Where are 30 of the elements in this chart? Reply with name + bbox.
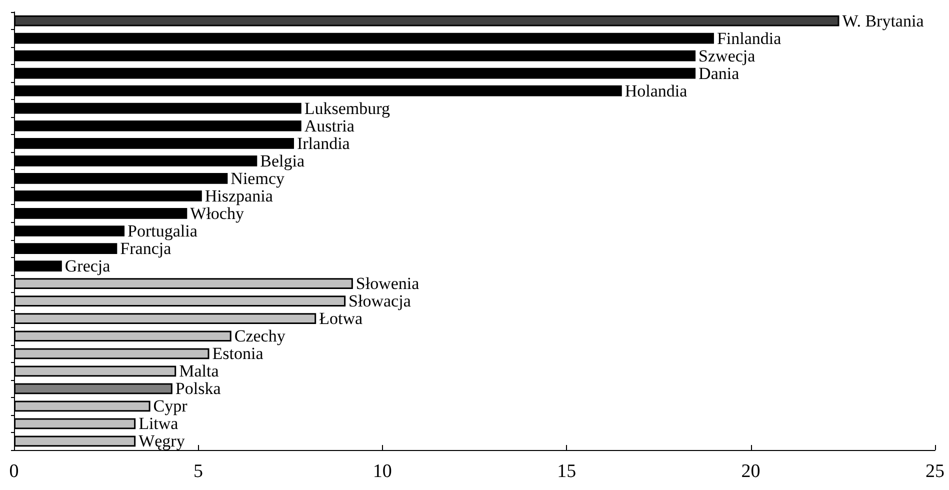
y-tick-label: Łotwa bbox=[319, 309, 363, 328]
y-tick-label: Polska bbox=[175, 379, 222, 398]
y-tick-label: Grecja bbox=[64, 256, 111, 276]
x-tick-label: 15 bbox=[557, 461, 576, 482]
y-tick-label: Dania bbox=[698, 64, 740, 83]
y-tick-label: Niemcy bbox=[230, 168, 285, 188]
y-tick-label: Szwecja bbox=[698, 46, 756, 66]
y-tick-label: Malta bbox=[179, 362, 220, 381]
x-tick-label: 10 bbox=[372, 461, 392, 482]
y-tick-label: Belgia bbox=[260, 151, 305, 170]
x-tick-label: 25 bbox=[926, 461, 944, 482]
y-tick-label: W. Brytania bbox=[842, 11, 924, 30]
y-tick-label: Czechy bbox=[234, 326, 286, 346]
y-tick-label: Hiszpania bbox=[204, 186, 274, 206]
y-tick-label: Litwa bbox=[138, 414, 179, 434]
y-tick-label: Węgry bbox=[138, 432, 186, 451]
x-tick-label: 0 bbox=[9, 461, 19, 482]
y-tick-label: Estonia bbox=[212, 344, 264, 364]
y-tick-label: Słowacja bbox=[348, 292, 412, 311]
x-tick-label: 5 bbox=[193, 461, 203, 482]
y-tick-label: Austria bbox=[304, 116, 355, 136]
y-tick-label: Irlandia bbox=[296, 134, 350, 153]
y-tick-label: Holandia bbox=[624, 81, 688, 100]
y-tick-label: Luksemburg bbox=[304, 98, 390, 118]
x-tick-label: 20 bbox=[741, 461, 760, 482]
y-tick-label: Francja bbox=[120, 239, 172, 258]
y-tick-label: Cypr bbox=[153, 396, 188, 416]
y-tick-label: Finlandia bbox=[716, 28, 782, 48]
y-tick-label: Słowenia bbox=[356, 274, 420, 294]
y-tick-label: Portugalia bbox=[128, 222, 198, 240]
